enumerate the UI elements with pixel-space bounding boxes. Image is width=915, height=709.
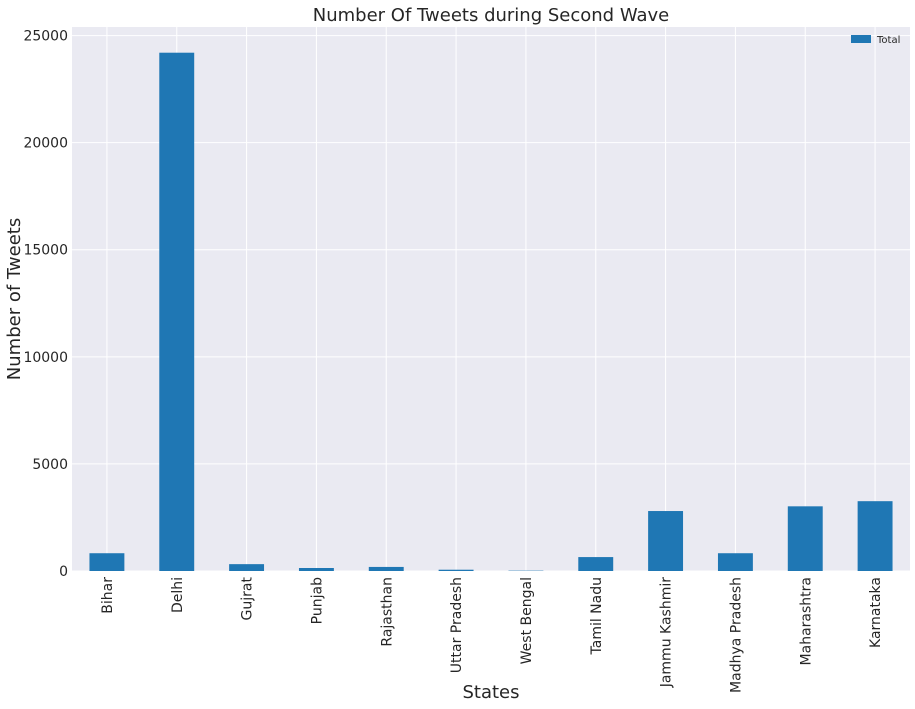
bar — [648, 511, 684, 571]
x-tick-label: Punjab — [309, 577, 325, 624]
legend: Total — [851, 35, 900, 46]
y-tick-label: 10000 — [23, 350, 68, 366]
x-tick-label: Uttar Pradesh — [449, 577, 465, 673]
bar — [229, 564, 265, 571]
bar — [717, 553, 753, 571]
x-tick-label: West Bengal — [519, 577, 535, 664]
bar — [298, 568, 334, 571]
y-tick-labels: 0 5000 10000 15000 20000 25000 — [23, 29, 68, 580]
bar — [787, 506, 823, 571]
y-tick-label: 15000 — [23, 243, 68, 259]
x-tick-label: Tamil Nadu — [589, 577, 605, 656]
y-tick-label: 5000 — [32, 457, 68, 473]
legend-label: Total — [876, 35, 900, 46]
x-tick-label: Gujrat — [240, 576, 256, 620]
x-tick-label: Rajasthan — [379, 577, 395, 647]
x-tick-label: Karnataka — [868, 577, 884, 648]
y-tick-label: 0 — [59, 564, 68, 580]
y-tick-label: 20000 — [23, 136, 68, 152]
bar — [159, 52, 195, 571]
legend-swatch — [851, 35, 871, 43]
x-tick-label: Maharashtra — [798, 577, 814, 665]
x-tick-label: Delhi — [170, 577, 186, 613]
plot-background — [72, 27, 910, 571]
bar — [89, 553, 125, 571]
x-tick-label: Jammu Kashmir — [659, 577, 675, 689]
y-axis-label: Number of Tweets — [4, 218, 25, 380]
y-tick-label: 25000 — [23, 29, 68, 45]
x-tick-labels: Bihar Delhi Gujrat Punjab Rajasthan Uttar Pra… — [100, 576, 884, 692]
bar — [368, 566, 404, 571]
bar — [438, 569, 474, 571]
bars — [89, 52, 893, 571]
x-tick-label: Bihar — [100, 577, 116, 614]
chart-title: Number Of Tweets during Second Wave — [313, 5, 669, 26]
bar — [578, 557, 614, 571]
bar — [857, 501, 893, 571]
x-tick-label: Madhya Pradesh — [728, 577, 744, 693]
x-axis-label: States — [462, 682, 519, 703]
grid-lines — [72, 27, 910, 572]
